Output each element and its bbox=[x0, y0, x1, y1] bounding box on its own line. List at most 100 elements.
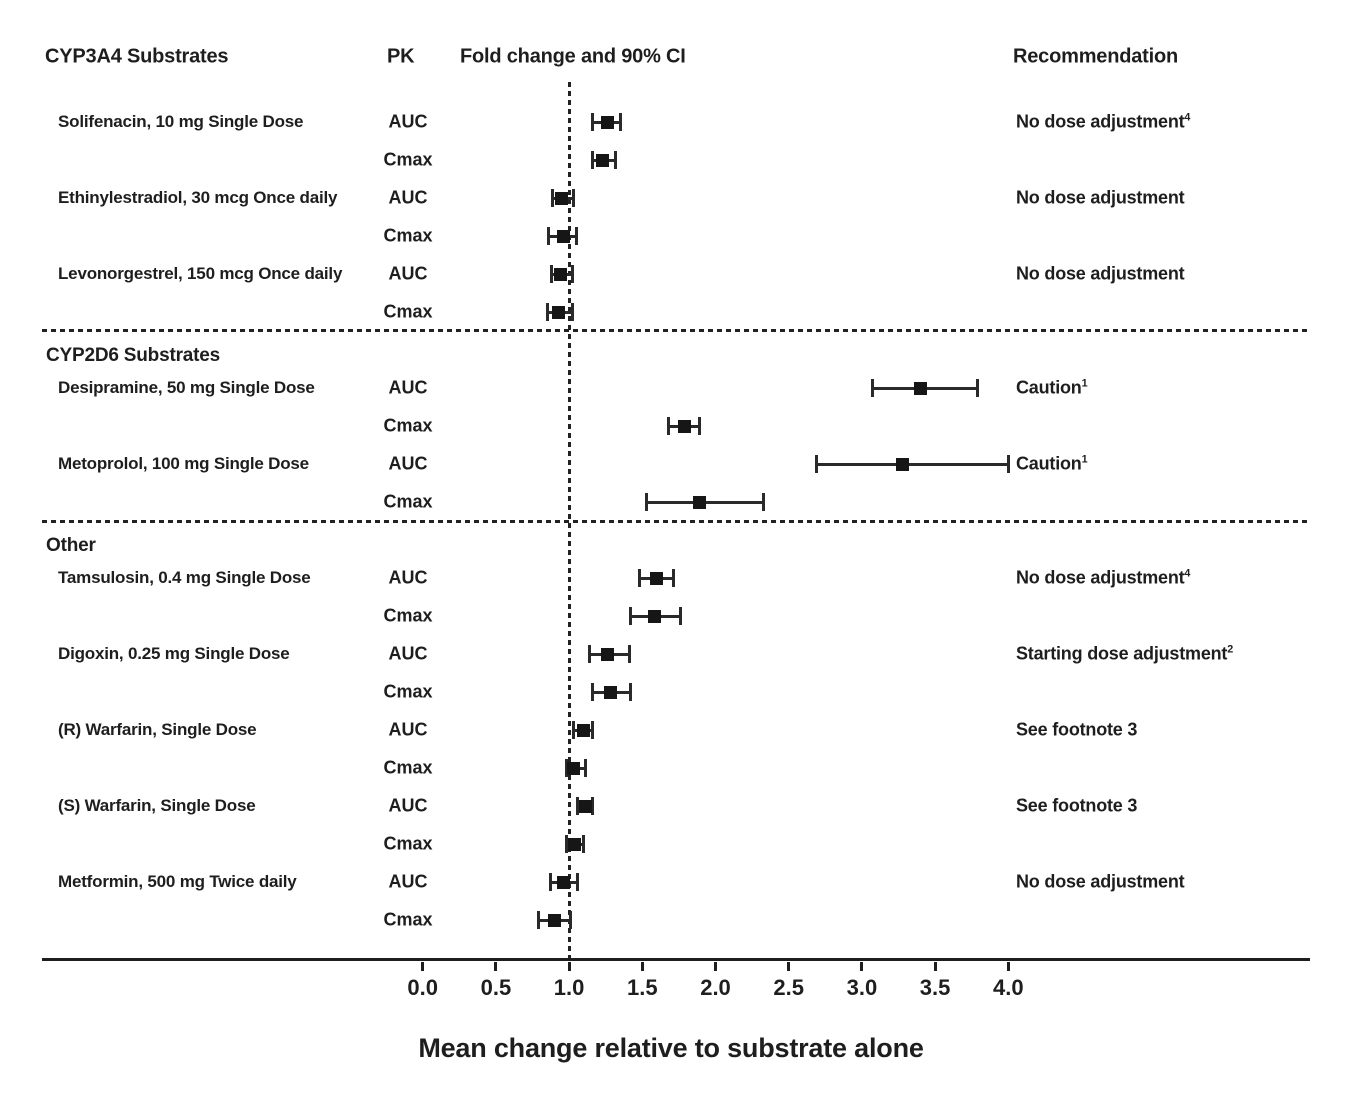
point-estimate-marker bbox=[566, 761, 580, 775]
point-estimate-marker bbox=[577, 723, 591, 737]
ci-cap-left bbox=[547, 227, 551, 245]
x-tick bbox=[860, 962, 864, 971]
ci-cap-left bbox=[548, 873, 552, 891]
column-header-pk-text: PK bbox=[387, 45, 415, 68]
x-tick bbox=[567, 962, 571, 971]
ci-cap-left bbox=[645, 493, 649, 511]
pk-label: AUC bbox=[388, 111, 428, 132]
point-estimate-marker bbox=[578, 799, 592, 813]
x-tick bbox=[787, 962, 791, 971]
pk-label: AUC bbox=[388, 719, 428, 740]
x-tick bbox=[494, 962, 498, 971]
ci-cap-right bbox=[627, 645, 631, 663]
recommendation-label: No dose adjustment4 bbox=[1016, 111, 1191, 132]
x-tick-label: 2.5 bbox=[773, 975, 804, 1000]
ci-cap-right bbox=[976, 379, 980, 397]
ci-cap-right bbox=[678, 607, 682, 625]
column-header-recommendation-text: Recommendation bbox=[1013, 45, 1179, 68]
recommendation-label: No dose adjustment4 bbox=[1016, 567, 1191, 588]
error-bar bbox=[870, 379, 980, 397]
ci-cap-right bbox=[614, 151, 618, 169]
recommendation-footnote-sup: 1 bbox=[1081, 377, 1088, 390]
ci-cap-right bbox=[591, 721, 595, 739]
substrate-label: Ethinylestradiol, 30 mcg Once daily bbox=[58, 188, 338, 207]
recommendation-label: Caution1 bbox=[1016, 453, 1088, 474]
point-estimate-marker bbox=[600, 647, 614, 661]
pk-label: Cmax bbox=[383, 605, 433, 626]
section-label: CYP2D6 Substrates bbox=[46, 345, 221, 366]
point-estimate-marker bbox=[555, 191, 569, 205]
pk-label: Cmax bbox=[383, 301, 433, 322]
error-bar bbox=[576, 797, 594, 815]
error-bar bbox=[588, 645, 631, 663]
ci-cap-right bbox=[762, 493, 766, 511]
section-label: Other bbox=[46, 535, 96, 556]
ci-cap-left bbox=[815, 455, 819, 473]
section-divider-cyp2d6 bbox=[42, 329, 1310, 332]
ci-cap-left bbox=[637, 569, 641, 587]
pk-label: Cmax bbox=[383, 149, 433, 170]
point-estimate-marker bbox=[692, 495, 706, 509]
pk-label: Cmax bbox=[383, 225, 433, 246]
error-bar bbox=[637, 569, 675, 587]
recommendation-label: See footnote 3 bbox=[1016, 795, 1138, 816]
point-estimate-marker bbox=[596, 153, 610, 167]
ci-cap-left bbox=[545, 303, 549, 321]
recommendation-footnote-sup: 2 bbox=[1227, 643, 1234, 656]
ci-cap-left bbox=[571, 721, 575, 739]
ci-cap-left bbox=[536, 911, 540, 929]
pk-label: AUC bbox=[388, 187, 428, 208]
ci-cap-right bbox=[618, 113, 622, 131]
recommendation-label: Starting dose adjustment2 bbox=[1016, 643, 1234, 664]
error-bar bbox=[571, 721, 595, 739]
ci-cap-right bbox=[571, 189, 575, 207]
column-header-substrates-text: CYP3A4 Substrates bbox=[45, 45, 229, 68]
ci-cap-left bbox=[591, 683, 595, 701]
substrate-label: Solifenacin, 10 mg Single Dose bbox=[58, 112, 304, 131]
x-axis-title: Mean change relative to substrate alone bbox=[418, 1033, 924, 1063]
ci-cap-left bbox=[667, 417, 671, 435]
error-bar bbox=[547, 227, 578, 245]
point-estimate-marker bbox=[547, 913, 561, 927]
recommendation-footnote-sup: 1 bbox=[1081, 453, 1088, 466]
substrate-label: (R) Warfarin, Single Dose bbox=[58, 720, 257, 739]
ci-cap-right bbox=[570, 265, 574, 283]
error-bar bbox=[815, 455, 1010, 473]
error-bar bbox=[548, 873, 580, 891]
x-tick-label: 3.0 bbox=[846, 975, 878, 1000]
point-estimate-marker bbox=[568, 837, 582, 851]
ci-cap-right bbox=[629, 683, 633, 701]
x-tick bbox=[1006, 962, 1010, 971]
x-tick-label: 1.0 bbox=[553, 975, 585, 1000]
error-bar bbox=[545, 303, 574, 321]
point-estimate-marker bbox=[556, 875, 570, 889]
point-estimate-marker bbox=[603, 685, 617, 699]
x-tick-label: 2.0 bbox=[700, 975, 731, 1000]
ci-cap-right bbox=[1006, 455, 1010, 473]
pk-label: AUC bbox=[388, 263, 428, 284]
x-tick-label: 4.0 bbox=[993, 975, 1024, 1000]
error-bar bbox=[550, 265, 574, 283]
substrate-label: Metoprolol, 100 mg Single Dose bbox=[58, 454, 309, 473]
x-tick-label: 0.5 bbox=[480, 975, 512, 1000]
ci-cap-right bbox=[569, 911, 573, 929]
x-tick-label: 1.5 bbox=[627, 975, 658, 1000]
error-bar bbox=[629, 607, 682, 625]
x-tick bbox=[933, 962, 937, 971]
ci-cap-right bbox=[576, 873, 580, 891]
x-tick bbox=[714, 962, 717, 971]
point-estimate-marker bbox=[552, 305, 566, 319]
error-bar bbox=[551, 189, 575, 207]
pk-label: Cmax bbox=[383, 681, 433, 702]
pk-label: Cmax bbox=[383, 491, 433, 512]
recommendation-footnote-sup: 4 bbox=[1184, 567, 1191, 580]
x-tick bbox=[640, 962, 644, 971]
ci-cap-left bbox=[551, 189, 555, 207]
error-bar bbox=[667, 417, 701, 435]
pk-label: AUC bbox=[388, 871, 428, 892]
substrate-label: Desipramine, 50 mg Single Dose bbox=[58, 378, 315, 397]
x-tick-label: 0.0 bbox=[407, 975, 438, 1000]
point-estimate-marker bbox=[556, 229, 570, 243]
point-estimate-marker bbox=[650, 571, 664, 585]
